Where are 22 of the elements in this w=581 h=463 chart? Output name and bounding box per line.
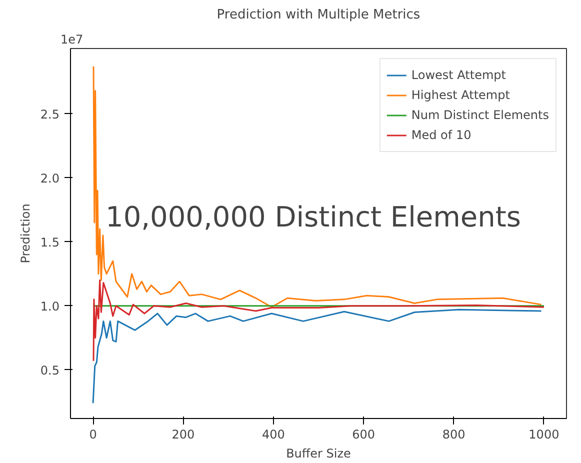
x-tick-label: 800 — [442, 428, 466, 442]
x-tick-label: 1000 — [528, 428, 560, 442]
y-tick-label: 1.5 — [40, 235, 60, 250]
text: 1e7 — [60, 32, 84, 46]
y-tick-label: 1.0 — [40, 299, 60, 314]
y-axis-title: Prediction — [18, 204, 32, 264]
x-tick-label: 0 — [89, 428, 97, 442]
y-tick-label: 2.5 — [40, 107, 60, 122]
line-series — [92, 308, 542, 404]
annotation: 10,000,000 Distinct Elements — [106, 200, 521, 234]
line-series — [92, 279, 545, 362]
legend-label: Lowest Attempt — [411, 68, 506, 82]
x-tick-label: 400 — [262, 428, 285, 442]
chart-title: Prediction with Multiple Metrics — [216, 8, 420, 22]
y-tick-label: 2.0 — [40, 171, 60, 186]
x-axis-title: Buffer Size — [286, 446, 351, 460]
x-tick-label: 200 — [172, 428, 195, 442]
legend-label: Highest Attempt — [411, 88, 510, 102]
legend-label: Num Distinct Elements — [411, 108, 549, 122]
x-tick-label: 600 — [352, 428, 376, 442]
legend-label: Med of 10 — [411, 128, 472, 142]
y-tick-label: 0.5 — [40, 363, 60, 378]
